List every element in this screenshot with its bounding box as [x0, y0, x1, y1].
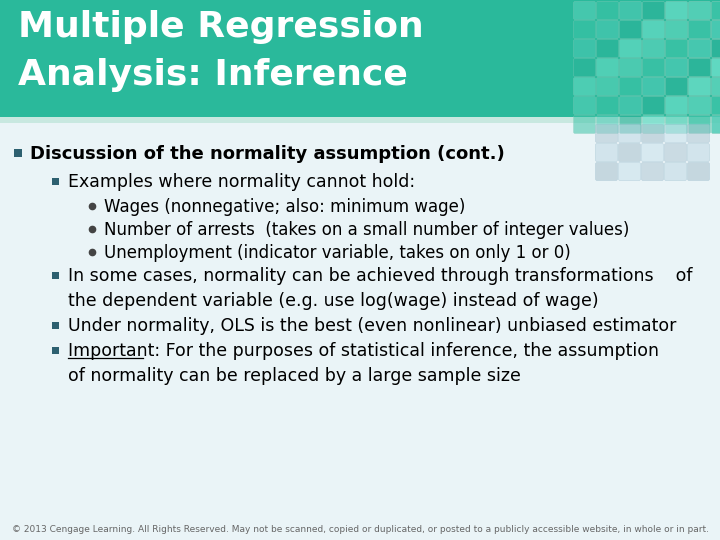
FancyBboxPatch shape [711, 58, 720, 77]
FancyBboxPatch shape [574, 78, 595, 96]
FancyBboxPatch shape [665, 144, 686, 161]
Text: Unemployment (indicator variable, takes on only 1 or 0): Unemployment (indicator variable, takes … [104, 244, 571, 262]
FancyBboxPatch shape [619, 58, 642, 77]
Bar [14, 149, 22, 157]
Text: Wages (nonnegative; also: minimum wage): Wages (nonnegative; also: minimum wage) [104, 198, 465, 216]
FancyBboxPatch shape [642, 2, 665, 19]
FancyBboxPatch shape [642, 97, 665, 114]
FancyBboxPatch shape [665, 116, 688, 133]
Text: In some cases, normality can be achieved through transformations    of: In some cases, normality can be achieved… [68, 267, 693, 285]
FancyBboxPatch shape [665, 21, 688, 38]
FancyBboxPatch shape [711, 2, 720, 19]
FancyBboxPatch shape [642, 21, 665, 38]
FancyBboxPatch shape [574, 39, 595, 57]
FancyBboxPatch shape [619, 21, 642, 38]
FancyBboxPatch shape [619, 2, 642, 19]
FancyBboxPatch shape [688, 144, 709, 161]
FancyBboxPatch shape [574, 21, 595, 38]
FancyBboxPatch shape [665, 58, 688, 77]
FancyBboxPatch shape [642, 58, 665, 77]
FancyBboxPatch shape [711, 39, 720, 57]
FancyBboxPatch shape [688, 2, 711, 19]
FancyBboxPatch shape [688, 39, 711, 57]
FancyBboxPatch shape [596, 58, 618, 77]
FancyBboxPatch shape [688, 21, 711, 38]
FancyBboxPatch shape [574, 116, 595, 133]
Bar [52, 322, 59, 329]
Bar [0, 117, 720, 123]
Text: Important: For the purposes of statistical inference, the assumption: Important: For the purposes of statistic… [68, 342, 659, 360]
FancyBboxPatch shape [711, 116, 720, 133]
FancyBboxPatch shape [665, 97, 688, 114]
FancyBboxPatch shape [596, 116, 618, 133]
FancyBboxPatch shape [688, 125, 709, 143]
FancyBboxPatch shape [642, 78, 665, 96]
FancyBboxPatch shape [619, 97, 642, 114]
FancyBboxPatch shape [711, 78, 720, 96]
FancyBboxPatch shape [642, 39, 665, 57]
FancyBboxPatch shape [642, 163, 664, 180]
FancyBboxPatch shape [595, 163, 618, 180]
FancyBboxPatch shape [618, 125, 641, 143]
FancyBboxPatch shape [665, 125, 686, 143]
Text: Number of arrests  (takes on a small number of integer values): Number of arrests (takes on a small numb… [104, 221, 629, 239]
FancyBboxPatch shape [596, 78, 618, 96]
FancyBboxPatch shape [665, 78, 688, 96]
FancyBboxPatch shape [574, 58, 595, 77]
Text: of normality can be replaced by a large sample size: of normality can be replaced by a large … [68, 367, 521, 385]
FancyBboxPatch shape [711, 97, 720, 114]
Text: the dependent variable (e.g. use log(wage) instead of wage): the dependent variable (e.g. use log(wag… [68, 292, 598, 310]
FancyBboxPatch shape [665, 2, 688, 19]
FancyBboxPatch shape [618, 144, 641, 161]
FancyBboxPatch shape [711, 21, 720, 38]
FancyBboxPatch shape [688, 116, 711, 133]
FancyBboxPatch shape [642, 144, 664, 161]
FancyBboxPatch shape [596, 2, 618, 19]
FancyBboxPatch shape [619, 116, 642, 133]
FancyBboxPatch shape [595, 125, 618, 143]
FancyBboxPatch shape [595, 144, 618, 161]
FancyBboxPatch shape [688, 78, 711, 96]
FancyBboxPatch shape [596, 97, 618, 114]
FancyBboxPatch shape [688, 163, 709, 180]
FancyBboxPatch shape [642, 116, 665, 133]
Text: Under normality, OLS is the best (even nonlinear) unbiased estimator: Under normality, OLS is the best (even n… [68, 317, 676, 335]
FancyBboxPatch shape [642, 125, 664, 143]
Text: © 2013 Cengage Learning. All Rights Reserved. May not be scanned, copied or dupl: © 2013 Cengage Learning. All Rights Rese… [12, 525, 708, 534]
FancyBboxPatch shape [619, 78, 642, 96]
Text: Analysis: Inference: Analysis: Inference [18, 58, 408, 92]
Bar [52, 178, 59, 185]
FancyBboxPatch shape [619, 39, 642, 57]
Text: Examples where normality cannot hold:: Examples where normality cannot hold: [68, 173, 415, 191]
Text: Multiple Regression: Multiple Regression [18, 10, 424, 44]
Bar [52, 272, 59, 279]
FancyBboxPatch shape [688, 58, 711, 77]
FancyBboxPatch shape [665, 163, 686, 180]
FancyBboxPatch shape [574, 97, 595, 114]
Bar [52, 347, 59, 354]
Text: Discussion of the normality assumption (cont.): Discussion of the normality assumption (… [30, 145, 505, 163]
FancyBboxPatch shape [574, 2, 595, 19]
FancyBboxPatch shape [596, 21, 618, 38]
FancyBboxPatch shape [618, 163, 641, 180]
FancyBboxPatch shape [596, 39, 618, 57]
FancyBboxPatch shape [688, 97, 711, 114]
FancyBboxPatch shape [665, 39, 688, 57]
Bar [0, 0, 720, 117]
